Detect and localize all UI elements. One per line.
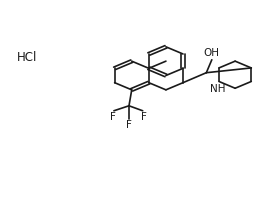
Text: NH: NH [210, 84, 225, 95]
Text: HCl: HCl [16, 51, 37, 64]
Text: F: F [126, 120, 132, 130]
Text: F: F [141, 112, 147, 122]
Text: F: F [110, 112, 116, 122]
Text: OH: OH [204, 48, 220, 58]
